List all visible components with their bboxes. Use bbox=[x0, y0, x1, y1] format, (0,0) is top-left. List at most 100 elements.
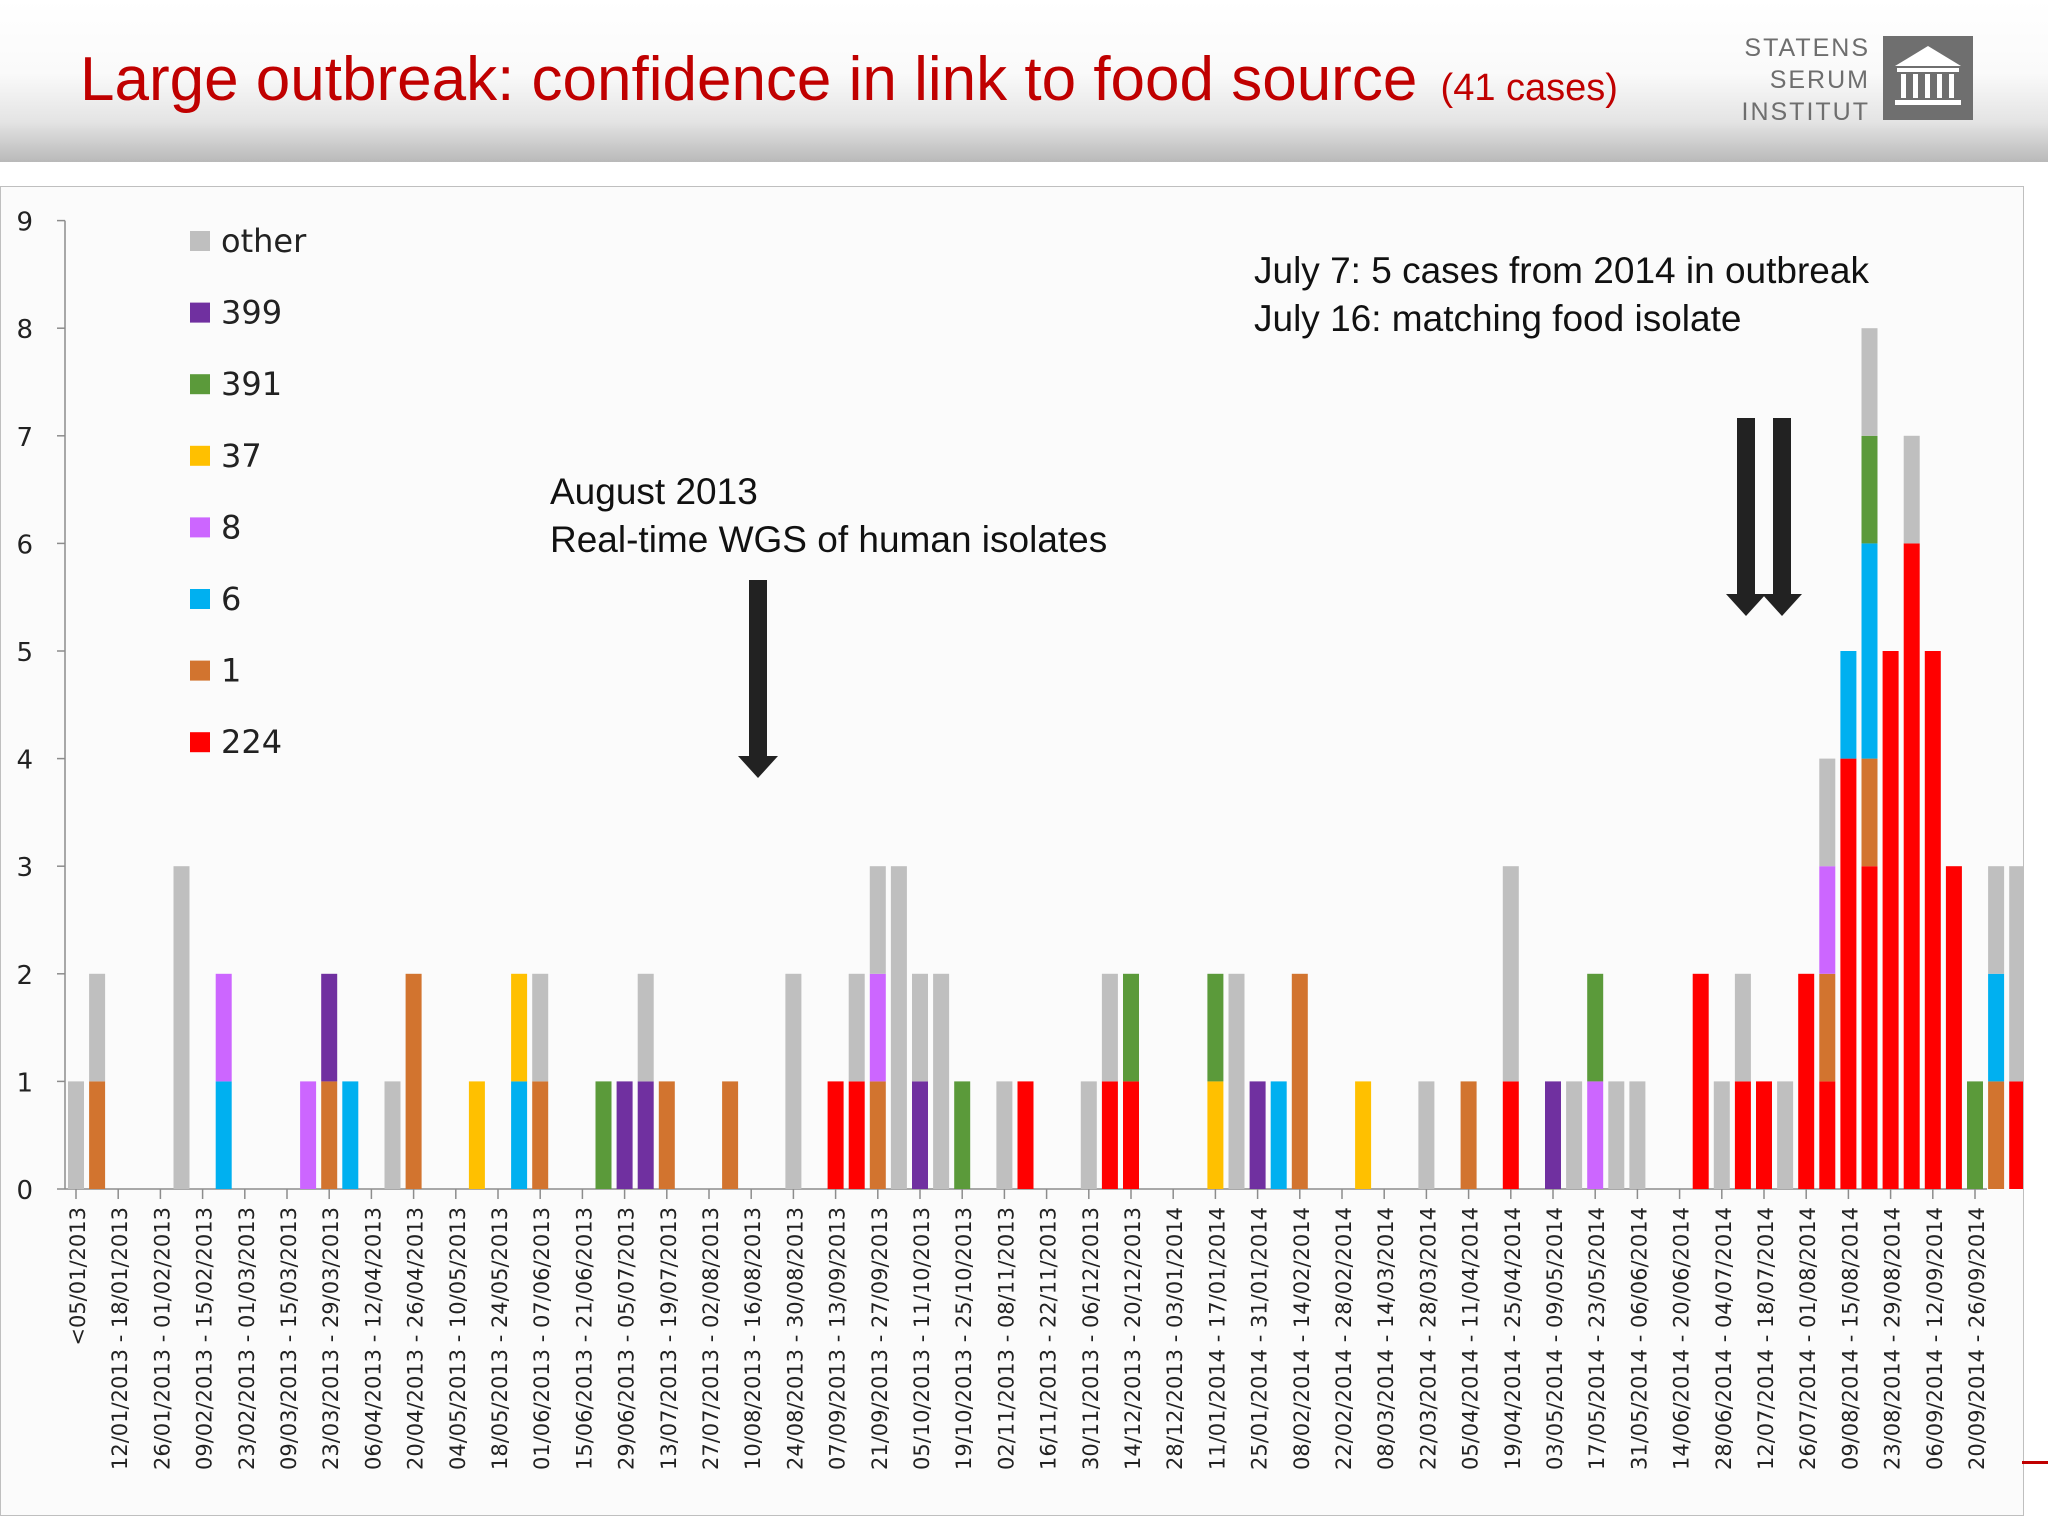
bar-391 bbox=[1207, 973, 1224, 1082]
bar-8 bbox=[869, 973, 886, 1082]
bar-other bbox=[68, 1081, 84, 1189]
bar-other bbox=[532, 973, 549, 1082]
slide-title: Large outbreak: confidence in link to fo… bbox=[80, 44, 1618, 115]
bar-other bbox=[1629, 1081, 1646, 1189]
x-tick-label: 13/07/2013 - 19/07/2013 bbox=[657, 1207, 681, 1470]
x-tick-label: 07/09/2013 - 13/09/2013 bbox=[826, 1207, 850, 1470]
title-case-count: (41 cases) bbox=[1440, 67, 1618, 109]
bar-224 bbox=[1861, 866, 1878, 1189]
y-tick-label: 7 bbox=[16, 423, 33, 453]
x-tick-label: 31/05/2014 - 06/06/2014 bbox=[1627, 1207, 1651, 1470]
bar-224 bbox=[1945, 866, 1962, 1189]
bar-6 bbox=[1270, 1081, 1287, 1189]
x-tick-label: 27/07/2013 - 02/08/2013 bbox=[699, 1207, 723, 1470]
july-annotation: July 7: 5 cases from 2014 in outbreak Ju… bbox=[1254, 247, 1869, 343]
y-tick-label: 4 bbox=[16, 746, 33, 776]
bar-1 bbox=[1819, 973, 1836, 1082]
x-tick-label: 08/02/2014 - 14/02/2014 bbox=[1290, 1207, 1314, 1470]
x-tick-label: 06/04/2013 - 12/04/2013 bbox=[361, 1207, 385, 1470]
bar-224 bbox=[1123, 1081, 1139, 1189]
legend-label-224: 224 bbox=[221, 723, 282, 761]
bar-6 bbox=[342, 1081, 359, 1189]
bar-399 bbox=[1545, 1081, 1561, 1189]
title-text: Large outbreak: confidence in link to fo… bbox=[80, 45, 1418, 114]
legend-swatch-399 bbox=[190, 302, 210, 323]
bar-224 bbox=[1692, 973, 1709, 1189]
bar-other bbox=[89, 973, 106, 1082]
y-tick-label: 1 bbox=[16, 1068, 33, 1098]
legend-label-391: 391 bbox=[221, 365, 282, 403]
bar-other bbox=[384, 1081, 401, 1189]
x-tick-label: 12/01/2013 - 18/01/2013 bbox=[108, 1207, 132, 1470]
bar-1 bbox=[1988, 1081, 2005, 1189]
x-tick-label: 02/11/2013 - 08/11/2013 bbox=[994, 1207, 1018, 1470]
bar-391 bbox=[954, 1081, 971, 1189]
legend-swatch-1 bbox=[190, 660, 210, 681]
bar-other bbox=[912, 973, 928, 1082]
august-line-1: August 2013 bbox=[550, 471, 758, 512]
bar-other bbox=[890, 866, 907, 1189]
y-tick-label: 9 bbox=[16, 208, 33, 238]
x-tick-label: 06/09/2014 - 12/09/2014 bbox=[1923, 1207, 1947, 1470]
x-tick-label: 17/05/2014 - 23/05/2014 bbox=[1585, 1207, 1609, 1470]
bar-224 bbox=[1101, 1081, 1118, 1189]
bar-391 bbox=[1967, 1081, 1983, 1189]
bar-other bbox=[1777, 1081, 1794, 1189]
x-tick-label: 09/02/2013 - 15/02/2013 bbox=[193, 1207, 217, 1470]
bar-1 bbox=[405, 973, 422, 1189]
bar-1 bbox=[1861, 758, 1878, 867]
bar-224 bbox=[1840, 758, 1857, 1189]
legend-swatch-391 bbox=[190, 374, 210, 395]
bar-391 bbox=[1123, 973, 1139, 1082]
july16-arrow-icon bbox=[1773, 418, 1791, 596]
x-tick-label: 14/12/2013 - 20/12/2013 bbox=[1121, 1207, 1145, 1470]
bar-other bbox=[1228, 973, 1245, 1189]
bar-224 bbox=[827, 1081, 844, 1189]
bar-37 bbox=[1355, 1081, 1372, 1189]
bar-399 bbox=[1249, 1081, 1266, 1189]
legend-swatch-8 bbox=[190, 517, 210, 538]
bar-other bbox=[173, 866, 190, 1189]
case-chart: 0 1 2 3 4 5 6 7 8 9 <05/01/2013 12/01/2013 - 18/01/… bbox=[16, 208, 2023, 1470]
y-tick-label: 3 bbox=[16, 853, 33, 883]
july-line-1: July 7: 5 cases from 2014 in outbreak bbox=[1254, 250, 1869, 291]
legend-label-8: 8 bbox=[221, 508, 241, 546]
x-tick-label: 28/06/2014 - 04/07/2014 bbox=[1712, 1207, 1736, 1470]
bar-224 bbox=[848, 1081, 865, 1189]
bar-399 bbox=[616, 1081, 633, 1189]
august-line-2: Real-time WGS of human isolates bbox=[550, 519, 1108, 560]
august-annotation: August 2013 Real-time WGS of human isola… bbox=[550, 468, 1107, 564]
bar-224 bbox=[1903, 543, 1920, 1189]
y-tick-label: 5 bbox=[16, 638, 33, 668]
x-tick-label: 09/03/2013 - 15/03/2013 bbox=[277, 1207, 301, 1470]
bar-391 bbox=[1861, 435, 1878, 544]
bar-1 bbox=[1460, 1081, 1477, 1189]
x-tick-label: 19/04/2014 - 25/04/2014 bbox=[1501, 1207, 1525, 1470]
x-tick-label: 09/08/2014 - 15/08/2014 bbox=[1838, 1207, 1862, 1470]
bar-other bbox=[1903, 435, 1920, 544]
y-tick-label: 2 bbox=[16, 961, 33, 991]
x-tick-label: 01/06/2013 - 07/06/2013 bbox=[530, 1207, 554, 1470]
x-tick-label: 26/07/2014 - 01/08/2014 bbox=[1796, 1207, 1820, 1470]
x-tick-label: 20/09/2014 - 26/09/2014 bbox=[1965, 1207, 1989, 1470]
x-tick-label: 25/01/2014 - 31/01/2014 bbox=[1248, 1207, 1272, 1470]
bar-8 bbox=[215, 973, 232, 1082]
institute-logo-text: STATENS SERUM INSTITUT bbox=[1720, 32, 1870, 128]
bar-224 bbox=[2009, 1081, 2023, 1189]
x-tick-label: 11/01/2014 - 17/01/2014 bbox=[1205, 1207, 1229, 1470]
bar-other bbox=[1418, 1081, 1435, 1189]
legend-label-1: 1 bbox=[221, 652, 241, 690]
chart-panel: 0 1 2 3 4 5 6 7 8 9 <05/01/2013 12/01/2013 - 18/01/… bbox=[0, 186, 2024, 1516]
july-line-2: July 16: matching food isolate bbox=[1254, 298, 1742, 339]
legend-label-37: 37 bbox=[221, 437, 262, 475]
bar-8 bbox=[1819, 866, 1836, 974]
bar-1 bbox=[658, 1081, 675, 1189]
x-tick-label: 24/08/2013 - 30/08/2013 bbox=[783, 1207, 807, 1470]
red-corner-mark bbox=[2022, 1461, 2048, 1464]
x-tick-label: 26/01/2013 - 01/02/2013 bbox=[150, 1207, 174, 1470]
bar-6 bbox=[215, 1081, 232, 1189]
bar-37 bbox=[468, 1081, 485, 1189]
bar-other bbox=[1502, 866, 1519, 1082]
bar-6 bbox=[1861, 543, 1878, 759]
logo-line-2: SERUM bbox=[1769, 66, 1870, 94]
